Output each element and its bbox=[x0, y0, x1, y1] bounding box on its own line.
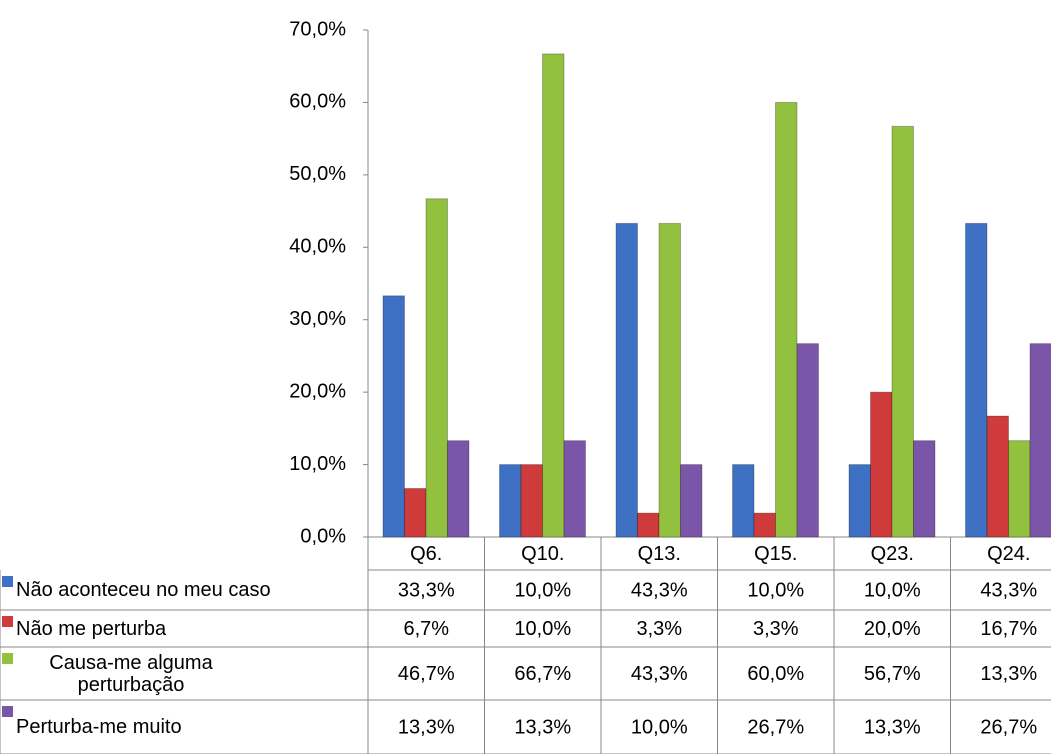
x-tick-label: Q15. bbox=[754, 543, 797, 565]
bar bbox=[913, 440, 936, 538]
table-value: 3,3% bbox=[636, 618, 682, 640]
bar bbox=[425, 198, 448, 538]
y-tick-label: 50,0% bbox=[289, 163, 346, 185]
bar bbox=[637, 512, 660, 538]
bar bbox=[753, 512, 776, 538]
bar bbox=[1029, 343, 1051, 538]
table-value: 13,3% bbox=[980, 663, 1037, 685]
legend-entry: Causa-me alguma perturbação bbox=[0, 647, 366, 700]
bar bbox=[965, 222, 988, 538]
legend-label: Perturba-me muito bbox=[16, 716, 182, 738]
x-tick-label: Q24. bbox=[987, 543, 1030, 565]
table-value: 6,7% bbox=[403, 618, 449, 640]
legend-label: Causa-me alguma perturbação bbox=[49, 651, 213, 696]
bar bbox=[520, 464, 543, 538]
legend-label: Não me perturba bbox=[16, 617, 167, 640]
x-tick-label: Q13. bbox=[638, 543, 681, 565]
bar bbox=[986, 415, 1009, 538]
table-value: 56,7% bbox=[864, 663, 921, 685]
bar bbox=[382, 295, 405, 538]
y-tick-label: 0,0% bbox=[300, 525, 346, 547]
x-tick-label: Q10. bbox=[521, 543, 564, 565]
bar bbox=[775, 101, 798, 538]
table-value: 43,3% bbox=[631, 663, 688, 685]
bar bbox=[563, 440, 586, 538]
table-value: 33,3% bbox=[398, 579, 455, 601]
y-tick-label: 30,0% bbox=[289, 308, 346, 330]
table-value: 16,7% bbox=[980, 618, 1037, 640]
table-value: 66,7% bbox=[514, 663, 571, 685]
bar bbox=[680, 464, 703, 538]
table-value: 46,7% bbox=[398, 663, 455, 685]
table-value: 10,0% bbox=[514, 618, 571, 640]
table-value: 13,3% bbox=[864, 716, 921, 738]
table-value: 60,0% bbox=[747, 663, 804, 685]
legend-label: Não aconteceu no meu caso bbox=[16, 579, 271, 601]
table-value: 10,0% bbox=[631, 716, 688, 738]
table-value: 10,0% bbox=[747, 579, 804, 601]
table-value: 13,3% bbox=[398, 716, 455, 738]
legend-swatch bbox=[2, 616, 13, 627]
bar bbox=[499, 464, 522, 538]
legend-swatch bbox=[2, 576, 13, 587]
table-value: 10,0% bbox=[864, 579, 921, 601]
bar bbox=[796, 343, 819, 538]
legend-swatch bbox=[2, 706, 13, 717]
legend-swatch bbox=[2, 653, 13, 664]
x-tick-label: Q23. bbox=[871, 543, 914, 565]
x-tick-label: Q6. bbox=[410, 543, 442, 565]
y-tick-label: 70,0% bbox=[289, 18, 346, 40]
bar bbox=[891, 125, 914, 538]
bar bbox=[404, 487, 427, 538]
bar bbox=[447, 440, 470, 538]
table-value: 26,7% bbox=[980, 716, 1037, 738]
table-value: 43,3% bbox=[631, 579, 688, 601]
bar bbox=[870, 391, 893, 538]
legend-entry: Perturba-me muito bbox=[0, 700, 366, 754]
y-tick-label: 20,0% bbox=[289, 380, 346, 402]
legend-entry: Não aconteceu no meu caso bbox=[0, 570, 366, 610]
y-tick-label: 10,0% bbox=[289, 453, 346, 475]
y-tick-label: 40,0% bbox=[289, 236, 346, 258]
bar bbox=[658, 222, 681, 538]
bar bbox=[615, 222, 638, 538]
legend-entry: Não me perturba bbox=[0, 610, 366, 647]
table-value: 20,0% bbox=[864, 618, 921, 640]
table-value: 43,3% bbox=[980, 579, 1037, 601]
table-value: 26,7% bbox=[747, 716, 804, 738]
bar bbox=[848, 464, 871, 538]
y-tick-label: 60,0% bbox=[289, 91, 346, 113]
table-value: 13,3% bbox=[514, 716, 571, 738]
table-value: 10,0% bbox=[514, 579, 571, 601]
bar bbox=[1008, 440, 1031, 538]
table-value: 3,3% bbox=[753, 618, 799, 640]
bar bbox=[732, 464, 755, 538]
bar bbox=[542, 53, 565, 538]
